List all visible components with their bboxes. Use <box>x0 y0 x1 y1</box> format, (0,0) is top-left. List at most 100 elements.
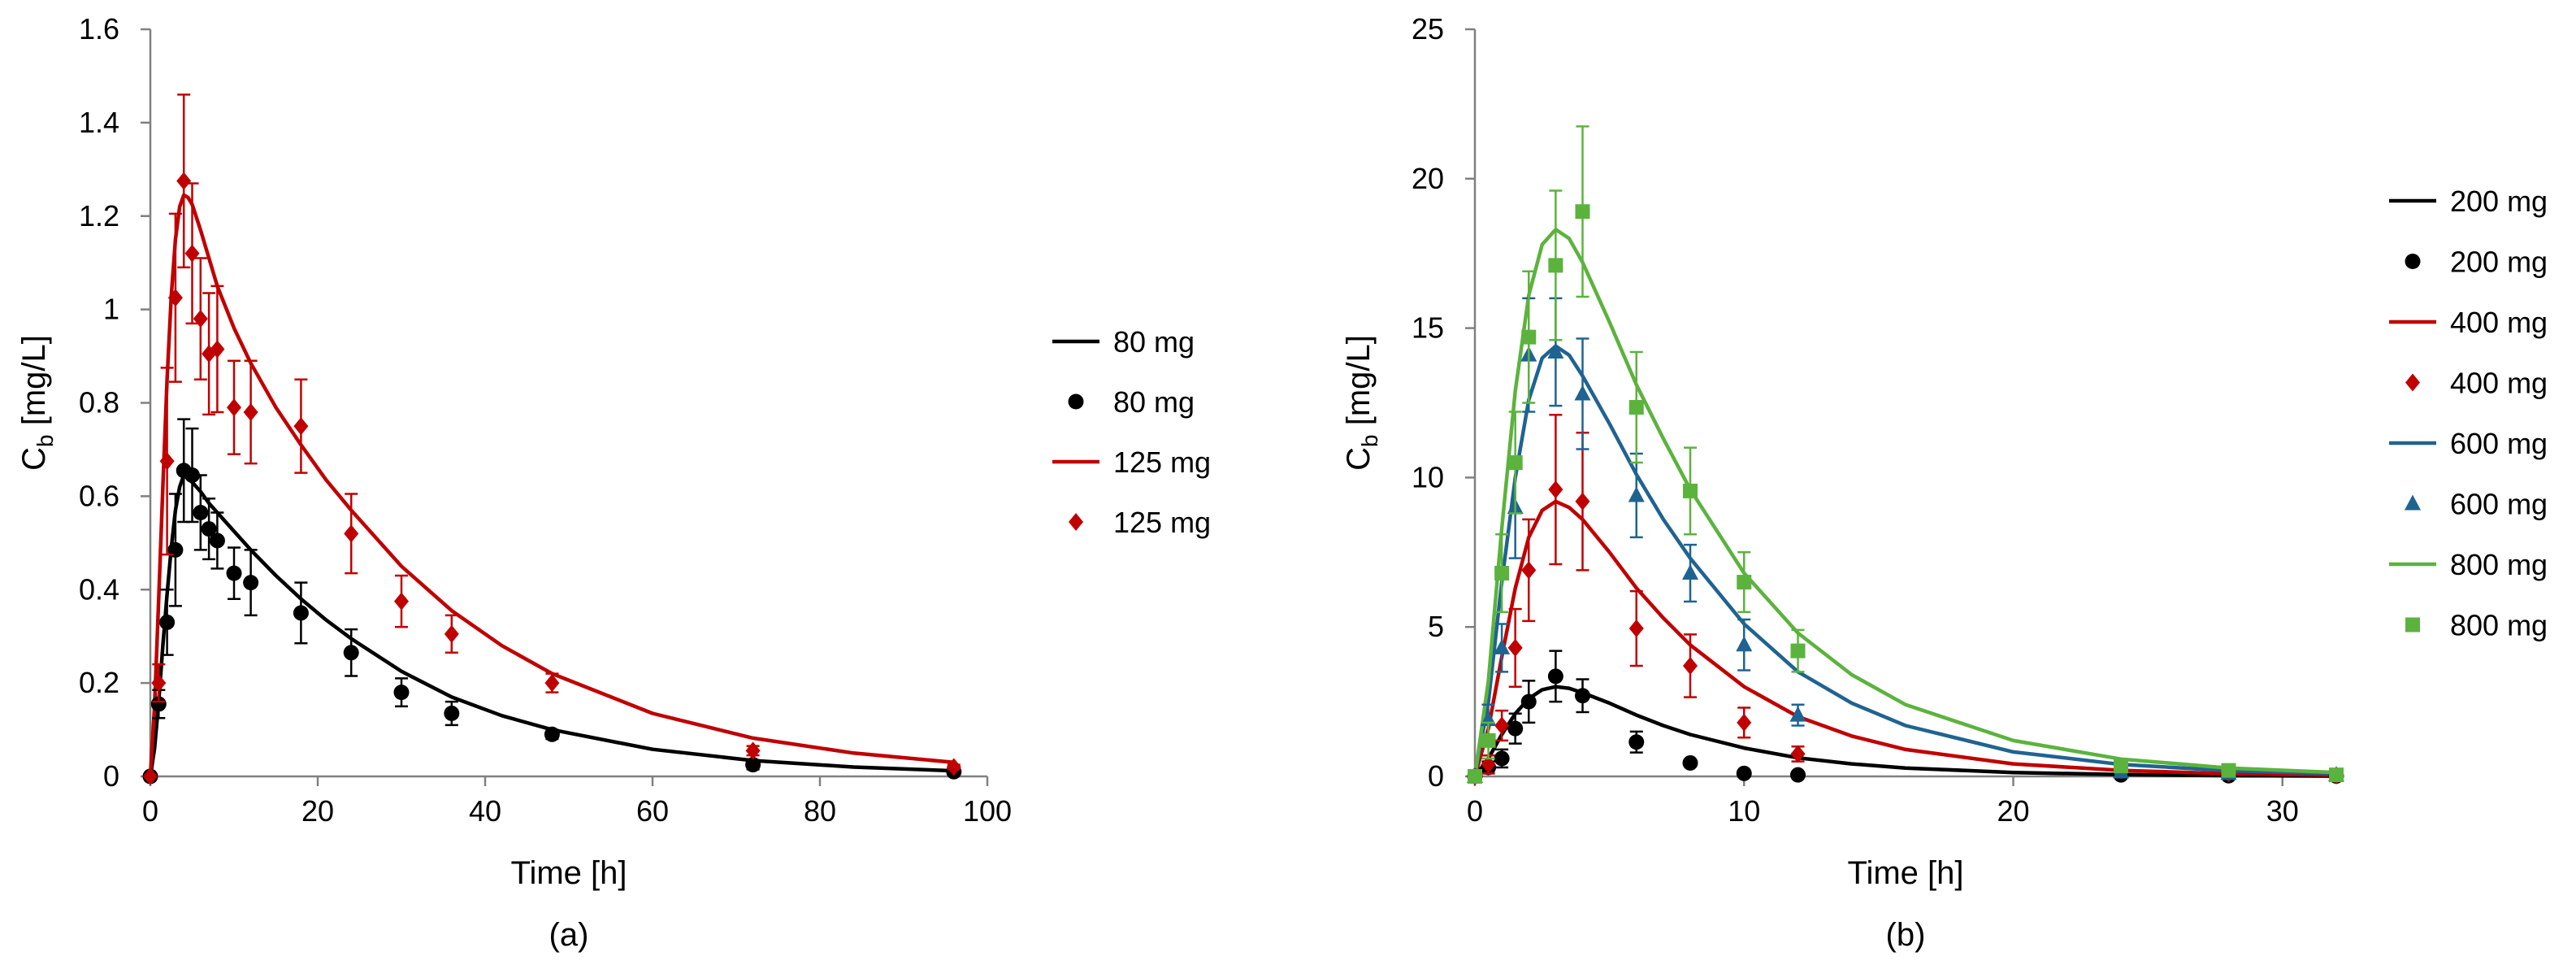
data-point <box>1682 754 1698 771</box>
data-point <box>1575 492 1590 511</box>
data-point <box>159 452 175 471</box>
data-point <box>1683 483 1698 498</box>
chart-panel-a: 0 20 40 60 80 100 0 0.2 0.4 0.6 0.8 1 1.2 1.4 1.6 Time … <box>16 12 1211 953</box>
data-point <box>243 575 259 591</box>
y-tick-label: 5 <box>1428 610 1444 643</box>
observed-series-80mg <box>142 418 962 785</box>
legend-triangle-marker <box>2405 494 2421 511</box>
legend-label: 800 mg <box>2450 548 2548 581</box>
y-tick-label: 0.6 <box>79 479 119 512</box>
data-point <box>745 757 761 773</box>
data-point <box>167 289 183 307</box>
data-point <box>243 402 258 421</box>
data-point <box>1789 706 1806 722</box>
y-tick-label: 10 <box>1412 460 1444 493</box>
legend-label: 125 mg <box>1113 446 1211 479</box>
data-point <box>151 674 167 693</box>
legend-diamond-marker <box>1069 513 1083 531</box>
data-point <box>1736 765 1752 781</box>
y-tick-label: 1 <box>103 293 119 326</box>
data-point <box>1548 480 1563 499</box>
data-point <box>1507 455 1523 471</box>
data-point <box>745 741 761 760</box>
data-point <box>1468 769 1482 784</box>
legend-label: 400 mg <box>2450 306 2548 339</box>
data-point <box>1547 343 1564 359</box>
legend-label: 600 mg <box>2450 427 2548 460</box>
data-point <box>227 398 241 417</box>
data-point <box>1494 566 1510 581</box>
y-tick-label: 20 <box>1412 162 1444 195</box>
legend: 80 mg 80 mg 125 mg 125 mg <box>1052 325 1211 539</box>
data-point <box>293 417 309 436</box>
data-point <box>544 726 560 742</box>
legend-label: 800 mg <box>2450 609 2548 642</box>
model-curve-600mg <box>1472 344 2337 777</box>
data-point <box>1481 732 1496 748</box>
legend-square-marker <box>2405 617 2420 632</box>
data-point <box>193 310 208 328</box>
data-point <box>1628 734 1645 750</box>
data-point <box>293 605 309 621</box>
data-point <box>1574 385 1591 401</box>
legend-circle-marker <box>2405 254 2421 269</box>
x-tick-label: 80 <box>804 794 836 828</box>
data-point <box>343 645 359 661</box>
data-point <box>143 767 158 785</box>
data-point <box>393 685 410 701</box>
legend-label: 80 mg <box>1113 385 1195 419</box>
legend: 200 mg 200 mg 400 mg 400 mg 600 mg 600 mg 800 … <box>2389 185 2548 642</box>
data-point <box>159 614 176 630</box>
observed-series-400mg <box>1468 413 2344 785</box>
data-point <box>184 244 200 263</box>
y-tick-label: 25 <box>1412 12 1444 46</box>
data-point <box>444 624 459 643</box>
y-tick-label: 0.2 <box>79 666 119 699</box>
data-point <box>209 532 225 549</box>
data-point <box>1737 713 1752 732</box>
data-point <box>1737 575 1752 590</box>
data-point <box>2221 763 2236 778</box>
panel-caption: (a) <box>549 917 589 953</box>
data-point <box>184 467 200 484</box>
data-point <box>1494 750 1510 767</box>
model-curve-800mg <box>1472 228 2337 777</box>
data-point <box>1628 619 1644 638</box>
legend-label: 400 mg <box>2450 367 2548 400</box>
chart-panel-b: 0 10 20 30 0 5 10 15 20 25 Time [h] Cb [mg/L] (b) 200… <box>1341 12 2548 953</box>
y-tick-label: 0 <box>103 759 119 793</box>
data-point <box>2114 759 2128 774</box>
y-axis-label: Cb [mg/L] <box>16 335 58 471</box>
data-point <box>1790 745 1806 763</box>
y-axis-label-symbol: C <box>1341 447 1377 471</box>
data-point <box>1521 329 1537 345</box>
data-point <box>1521 561 1537 580</box>
data-point <box>544 674 560 693</box>
x-tick-label: 10 <box>1728 794 1760 828</box>
y-tick-label: 0.8 <box>79 386 119 419</box>
y-axis-label-subscript: b <box>33 434 58 447</box>
legend-label: 200 mg <box>2450 246 2548 279</box>
x-tick-label: 60 <box>636 794 669 828</box>
y-axis-label-symbol: C <box>16 447 52 471</box>
x-tick-label: 20 <box>301 794 334 828</box>
data-point <box>1520 693 1537 710</box>
data-point <box>226 565 242 581</box>
y-tick-label: 1.6 <box>79 12 119 46</box>
legend-circle-marker <box>1068 393 1084 410</box>
data-point <box>201 521 217 537</box>
y-tick-label: 15 <box>1412 311 1444 345</box>
data-point <box>1547 668 1563 685</box>
legend-label: 200 mg <box>2450 185 2548 218</box>
x-tick-label: 100 <box>963 794 1012 828</box>
y-axis-label-subscript: b <box>1357 434 1382 447</box>
data-point <box>344 524 359 543</box>
data-point <box>1736 636 1753 652</box>
x-tick-label: 20 <box>1997 794 2029 828</box>
legend-label: 600 mg <box>2450 488 2548 521</box>
observed-series-200mg <box>1467 650 2344 785</box>
data-point <box>1575 688 1590 704</box>
data-point <box>1507 720 1524 737</box>
data-point <box>193 504 209 520</box>
